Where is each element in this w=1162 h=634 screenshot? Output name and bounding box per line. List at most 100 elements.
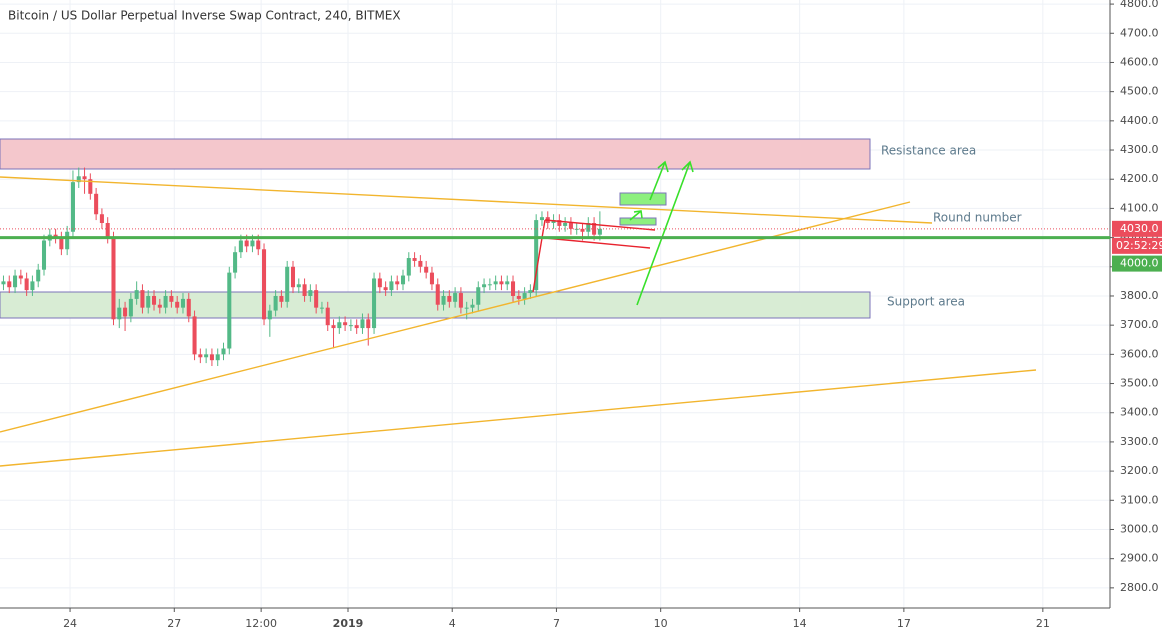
y-tick-label: 3300.0 (1120, 435, 1159, 448)
candle-body (59, 237, 64, 250)
candle-body (169, 295, 174, 302)
candle-body (99, 214, 104, 224)
y-tick-label: 4800.0 (1120, 0, 1159, 10)
trend-line (0, 176, 933, 224)
y-tick-label: 3700.0 (1120, 318, 1159, 331)
candle-body (123, 307, 128, 317)
candle-body (453, 293, 458, 302)
support-label: Support area (887, 295, 965, 309)
candle-body (563, 223, 568, 226)
flag-line (544, 237, 651, 249)
level-badge (1112, 255, 1162, 272)
y-tick-label: 4200.0 (1120, 172, 1159, 185)
candle-body (215, 354, 220, 361)
candle-body (597, 228, 602, 235)
candle-body (325, 307, 330, 326)
candle-body (250, 240, 255, 247)
candle-body (140, 290, 145, 308)
y-tick-label: 4300.0 (1120, 143, 1159, 156)
candle-body (204, 354, 209, 358)
candle-body (510, 281, 516, 296)
target-box (619, 217, 657, 226)
candle-body (290, 266, 296, 288)
resistance-zone (0, 138, 871, 170)
candle-body (580, 228, 585, 232)
candle-body (262, 249, 267, 320)
candle-body (343, 322, 348, 326)
candle-body (528, 290, 533, 294)
y-tick-label: 3200.0 (1120, 464, 1159, 477)
arrow (629, 210, 642, 221)
candle-body (319, 307, 324, 309)
candle-body (233, 252, 238, 273)
candle-body (273, 295, 278, 311)
candle-body (151, 295, 157, 305)
candle-body (441, 295, 446, 305)
y-tick-label: 4100.0 (1120, 201, 1159, 214)
candle-body (7, 281, 12, 288)
candle-body (238, 240, 243, 253)
countdown-label: 02:52:29 (1116, 239, 1162, 252)
candle-body (406, 258, 411, 276)
candle-body (157, 304, 162, 308)
y-tick-label: 3600.0 (1120, 347, 1159, 360)
candle-body (493, 281, 498, 285)
y-tick-label: 3800.0 (1120, 289, 1159, 302)
support-zone (0, 291, 871, 319)
candle-body (586, 223, 591, 232)
candle-body (94, 193, 99, 215)
candle-body (337, 322, 342, 329)
candle-body (482, 284, 487, 288)
x-tick-label: 10 (654, 617, 668, 630)
candle-body (470, 304, 475, 308)
candle-body (377, 278, 382, 288)
candle-body (395, 281, 400, 285)
candle-body (180, 298, 185, 308)
candle-body (400, 275, 406, 285)
candle-body (366, 319, 371, 329)
arrow-head (633, 210, 643, 219)
candle-body (302, 284, 307, 296)
chart-title: Bitcoin / US Dollar Perpetual Inverse Sw… (8, 9, 401, 23)
candle-body (389, 281, 394, 291)
candle-body (354, 325, 359, 329)
x-tick-label: 14 (793, 617, 807, 630)
candle-body (534, 220, 539, 291)
round-number-label: Round number (933, 211, 1022, 225)
candle-body (146, 295, 151, 308)
y-tick-label: 3000.0 (1120, 522, 1159, 535)
x-tick-label: 12:00 (245, 617, 277, 630)
x-tick-label: 17 (897, 617, 911, 630)
arrow-head (657, 160, 669, 173)
candles (1, 167, 602, 367)
y-tick-label: 4700.0 (1120, 26, 1159, 39)
arrow (636, 161, 691, 306)
candle-body (82, 176, 87, 180)
level-label: 4000.0 (1120, 257, 1159, 270)
candle-body (505, 281, 510, 285)
candle-body (412, 258, 417, 261)
candle-body (175, 301, 180, 308)
candle-body (331, 325, 336, 329)
y-tick-label: 4600.0 (1120, 55, 1159, 68)
y-tick-label: 4400.0 (1120, 114, 1159, 127)
candle-body (111, 237, 116, 320)
x-tick-label: 7 (553, 617, 560, 630)
candle-body (105, 223, 110, 238)
target-box (619, 192, 667, 206)
candle-body (458, 293, 463, 308)
candle-body (568, 223, 573, 229)
candle-body (117, 307, 122, 320)
candle-body (476, 287, 481, 305)
y-tick-label: 2900.0 (1120, 552, 1159, 565)
candle-body (418, 260, 423, 267)
flag-line (532, 219, 546, 293)
candle-body (88, 179, 93, 194)
candle-body (41, 240, 47, 270)
y-tick-label: 2800.0 (1120, 581, 1159, 594)
candle-body (30, 281, 35, 291)
candle-body (186, 298, 191, 317)
candle-body (267, 310, 272, 320)
candle-body (65, 231, 70, 250)
